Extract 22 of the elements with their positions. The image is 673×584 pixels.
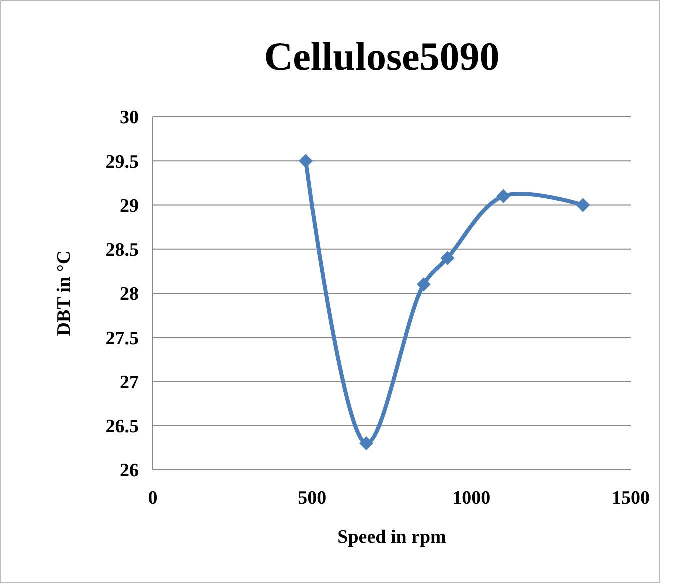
y-axis-title: DBT in °C: [54, 250, 75, 336]
y-tick-label: 28.5: [106, 240, 139, 262]
y-tick-label: 27.5: [106, 328, 139, 350]
point: [440, 251, 455, 266]
y-tick-label: 28: [120, 284, 139, 306]
point: [360, 436, 374, 451]
point: [576, 198, 590, 212]
y-tick-label: 27: [120, 372, 140, 394]
point: [416, 278, 431, 292]
point: [496, 189, 511, 204]
y-tick-label: 29.5: [106, 152, 139, 173]
x-tick-label: 500: [298, 488, 327, 509]
chart-title: Cellulose5090: [264, 34, 500, 79]
x-tick-label: 1000: [452, 488, 491, 509]
x-tick-label: 0: [148, 488, 158, 509]
x-tick-label: 1500: [612, 488, 650, 509]
point: [298, 154, 313, 168]
y-tick-label: 26.5: [106, 416, 139, 438]
y-tick-label: 29: [120, 196, 139, 217]
y-tick-label: 30: [120, 108, 139, 129]
x-axis-title: Speed in rpm: [338, 527, 447, 548]
y-tick-label: 26: [120, 460, 139, 482]
